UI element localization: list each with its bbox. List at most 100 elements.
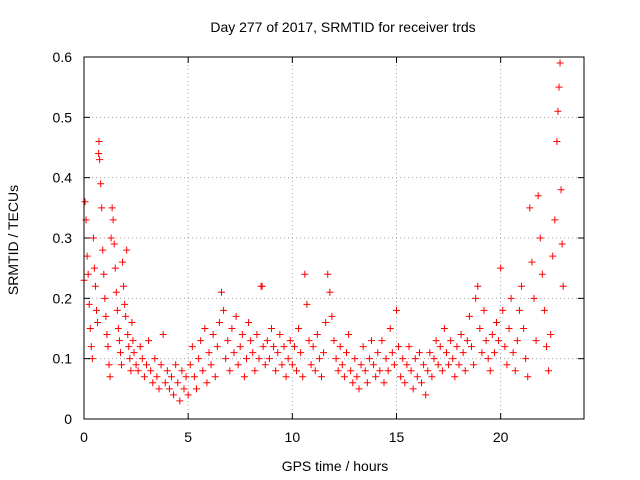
data-point: [299, 373, 307, 381]
data-point: [509, 349, 517, 357]
data-point: [81, 198, 89, 206]
data-point: [211, 373, 219, 381]
data-point: [390, 361, 398, 369]
data-point: [236, 343, 244, 351]
data-point: [106, 373, 114, 381]
data-point: [409, 385, 417, 393]
data-point: [115, 337, 123, 345]
data-point: [380, 379, 388, 387]
data-point: [395, 343, 403, 351]
data-point: [507, 294, 515, 302]
data-point: [128, 318, 136, 326]
data-point: [530, 294, 538, 302]
data-point: [445, 361, 453, 369]
data-point: [482, 337, 490, 345]
data-point: [91, 282, 99, 290]
data-point: [90, 264, 98, 272]
data-point: [193, 385, 200, 393]
data-point: [499, 306, 507, 314]
data-point: [434, 361, 442, 369]
data-point: [376, 367, 384, 375]
data-point: [286, 337, 294, 345]
data-point: [161, 379, 169, 387]
data-point: [103, 331, 111, 339]
data-point: [182, 373, 190, 381]
data-point: [113, 306, 121, 314]
data-point: [129, 337, 137, 345]
data-point: [559, 282, 567, 290]
data-point: [114, 325, 122, 332]
data-point: [94, 318, 102, 326]
data-point: [476, 325, 484, 332]
data-point: [220, 306, 228, 314]
data-point: [359, 343, 367, 351]
data-point: [330, 337, 338, 345]
data-point: [497, 264, 505, 272]
data-point: [543, 343, 550, 351]
data-point: [349, 379, 357, 387]
data-point: [384, 367, 392, 375]
data-point: [100, 270, 108, 278]
data-point: [393, 306, 400, 314]
data-point: [261, 361, 269, 369]
data-point: [428, 373, 436, 381]
data-point: [104, 343, 112, 351]
data-point: [121, 300, 129, 308]
y-tick-label: 0: [64, 411, 72, 427]
data-point: [470, 361, 478, 369]
data-point: [422, 391, 430, 399]
data-point: [536, 234, 544, 242]
data-point: [176, 397, 184, 405]
data-point: [322, 318, 330, 326]
data-point: [199, 367, 207, 375]
data-point: [197, 337, 205, 345]
data-point: [251, 367, 259, 375]
data-point: [438, 367, 446, 375]
data-point: [255, 355, 263, 363]
data-point: [170, 391, 178, 399]
data-point: [532, 337, 540, 345]
data-point: [263, 337, 271, 345]
data-point: [247, 337, 255, 345]
data-point: [83, 252, 91, 260]
data-point: [149, 379, 157, 387]
data-point: [265, 355, 273, 363]
data-point: [224, 337, 232, 345]
data-point: [218, 288, 225, 296]
data-point: [495, 337, 503, 345]
data-point: [180, 385, 188, 393]
data-point: [418, 379, 425, 387]
data-point: [165, 385, 173, 393]
data-point: [213, 343, 221, 351]
data-point: [361, 367, 369, 375]
data-point: [232, 312, 240, 320]
data-point: [226, 367, 234, 375]
data-point: [112, 288, 120, 296]
data-point: [163, 367, 171, 375]
data-point: [305, 337, 313, 345]
y-tick-label: 0.5: [53, 109, 73, 125]
y-tick-label: 0.2: [53, 290, 73, 306]
data-point: [505, 325, 513, 332]
y-axis-label: SRMTID / TECUs: [5, 185, 21, 295]
data-point: [105, 361, 113, 369]
data-point: [370, 361, 378, 369]
data-point: [109, 216, 117, 224]
data-point: [295, 325, 303, 332]
data-point: [540, 306, 548, 314]
data-point: [365, 355, 373, 363]
data-point: [553, 137, 561, 145]
data-point: [278, 361, 286, 369]
data-point: [195, 355, 203, 363]
data-point: [93, 306, 100, 314]
data-point: [415, 349, 423, 357]
data-point: [178, 367, 186, 375]
data-point: [463, 337, 471, 345]
data-point: [524, 373, 532, 381]
data-point: [268, 325, 275, 332]
data-point: [334, 367, 342, 375]
data-point: [98, 204, 106, 212]
chart-title: Day 277 of 2017, SRMTID for receiver trd…: [210, 19, 475, 35]
